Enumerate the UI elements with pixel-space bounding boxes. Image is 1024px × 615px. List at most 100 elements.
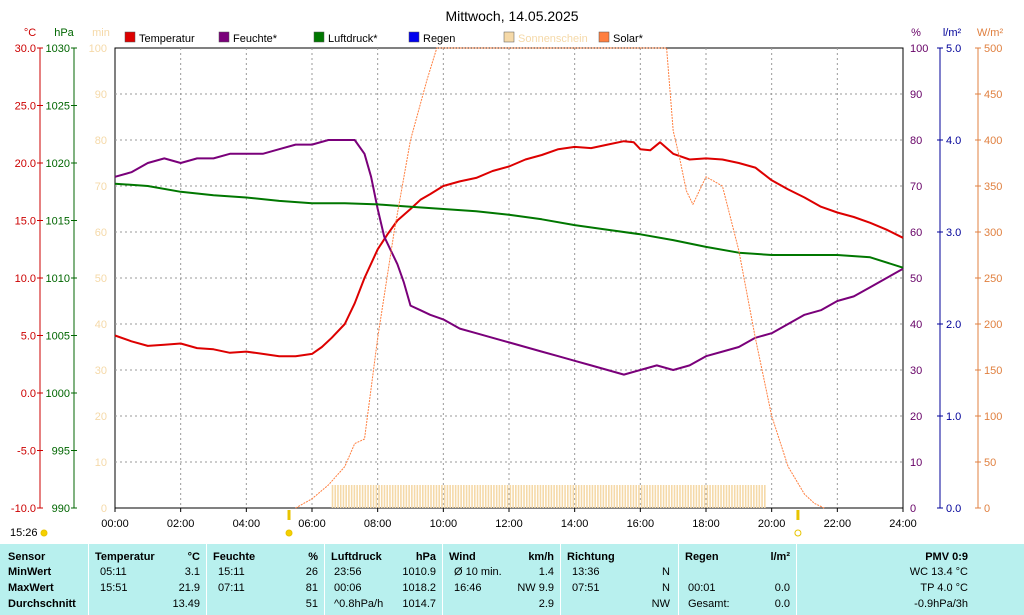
y-tick-label-hPa: 1020 <box>46 158 70 170</box>
cell-temp-time: 15:51 <box>100 582 128 594</box>
sunshine-bar <box>370 485 372 508</box>
y-tick-label-right: 300 <box>984 227 1002 239</box>
sunshine-bar <box>452 485 454 508</box>
sunshine-bar <box>391 485 394 508</box>
sunshine-bar <box>446 485 449 508</box>
sunshine-bar <box>687 485 689 508</box>
sunshine-bar <box>703 485 706 508</box>
sunshine-bar <box>657 485 659 508</box>
sunshine-bar <box>411 485 413 508</box>
sunshine-bar <box>473 485 476 508</box>
hdr-rain: Regen <box>685 551 719 563</box>
sunshine-bar <box>569 485 572 508</box>
sunshine-bar <box>416 485 419 508</box>
y-tick-label-right: 10 <box>910 457 922 469</box>
cell-dir-val: NW <box>651 598 670 610</box>
sunshine-bar <box>744 485 747 508</box>
y-tick-label-C: 15.0 <box>15 216 36 228</box>
sunshine-bar <box>353 485 356 508</box>
sunshine-bar <box>331 485 334 508</box>
sunshine-bar <box>597 485 599 508</box>
sunshine-bar <box>591 485 594 508</box>
y-tick-label-right: 250 <box>984 273 1002 285</box>
sunshine-bar <box>364 485 367 508</box>
sunshine-bar <box>547 485 550 508</box>
sunshine-bar <box>468 485 471 508</box>
hdr-pmv: PMV 0:9 <box>925 551 968 563</box>
series-line-temperatur <box>114 140 904 358</box>
sunshine-bar <box>345 485 347 508</box>
sunshine-bar <box>435 485 438 508</box>
legend-swatch <box>408 31 420 43</box>
y-tick-label-right: 3.0 <box>946 227 961 239</box>
sunshine-bar <box>608 485 610 508</box>
sunshine-bar <box>627 485 629 508</box>
sunshine-bar <box>430 485 432 508</box>
sunshine-bar <box>424 485 427 508</box>
y-tick-label-right: 400 <box>984 135 1002 147</box>
sunshine-bar <box>482 485 484 508</box>
axis-unit-right: l/m² <box>943 27 962 39</box>
hdr-dir: Richtung <box>567 551 615 563</box>
y-tick-label-C: 25.0 <box>15 101 36 113</box>
axis-unit-hPa: hPa <box>54 27 74 39</box>
axis-unit-right: % <box>911 27 921 39</box>
sunshine-bar <box>561 485 564 508</box>
sunshine-bar <box>402 485 405 508</box>
x-tick-label: 24:00 <box>889 518 917 530</box>
legend-swatch <box>218 31 230 43</box>
sunshine-bar <box>684 485 687 508</box>
axis-unit-min: min <box>92 27 110 39</box>
sunshine-bar <box>359 485 361 508</box>
legend-label: Solar* <box>613 33 644 45</box>
sunshine-bar <box>419 485 421 508</box>
cell-wind-time: Ø 10 min. <box>454 566 502 578</box>
sunshine-bar <box>610 485 613 508</box>
cell-press-val: 1018.2 <box>402 582 436 594</box>
sunshine-bar <box>378 485 380 508</box>
legend-label: Temperatur <box>139 33 195 45</box>
y-tick-label-C: -5.0 <box>17 446 36 458</box>
sunshine-bar <box>750 485 752 508</box>
cell-hum-time: 15:11 <box>218 566 245 578</box>
sunshine-bar <box>605 485 607 508</box>
sun-dot-left <box>40 529 48 537</box>
sunshine-bar <box>640 485 643 508</box>
x-tick-label: 02:00 <box>167 518 195 530</box>
sunshine-bar <box>761 485 763 508</box>
y-tick-label-hPa: 1030 <box>46 43 70 55</box>
y-tick-label-min: 90 <box>95 89 107 101</box>
sunshine-bar <box>660 485 662 508</box>
sunshine-bar <box>449 485 451 508</box>
sunshine-bar <box>476 485 479 508</box>
cell-pmv: TP 4.0 °C <box>920 582 968 594</box>
y-tick-label-hPa: 1010 <box>46 273 70 285</box>
y-tick-label-min: 70 <box>95 181 107 193</box>
sunshine-bar <box>662 485 665 508</box>
legend-label: Luftdruck* <box>328 33 378 45</box>
sunshine-bar <box>564 485 566 508</box>
sunshine-bar <box>755 485 758 508</box>
cell-press-time: 23:56 <box>334 566 362 578</box>
y-tick-label-right: 0 <box>910 503 916 515</box>
sunshine-bar <box>408 485 410 508</box>
y-tick-label-C: 20.0 <box>15 158 36 170</box>
sunshine-bar <box>583 485 586 508</box>
sunshine-bar <box>621 485 624 508</box>
sunshine-bar <box>438 485 441 508</box>
sunshine-bar <box>712 485 714 508</box>
sunshine-bar <box>380 485 383 508</box>
sunshine-bar <box>731 485 733 508</box>
x-tick-label: 22:00 <box>824 518 852 530</box>
sunshine-bar <box>572 485 575 508</box>
cell-temp-time: 05:11 <box>100 566 127 578</box>
x-tick-label: 18:00 <box>692 518 720 530</box>
sunshine-bar <box>342 485 345 508</box>
legend-label: Sonnenschein <box>518 33 588 45</box>
hdr-rain-unit: l/m² <box>770 551 790 563</box>
sunshine-bar <box>550 485 553 508</box>
cell-rain-val: 0.0 <box>774 598 790 610</box>
sunshine-bar <box>616 485 618 508</box>
cell-press-val: 1014.7 <box>402 598 436 610</box>
cell-press-time: 00:06 <box>334 582 362 594</box>
